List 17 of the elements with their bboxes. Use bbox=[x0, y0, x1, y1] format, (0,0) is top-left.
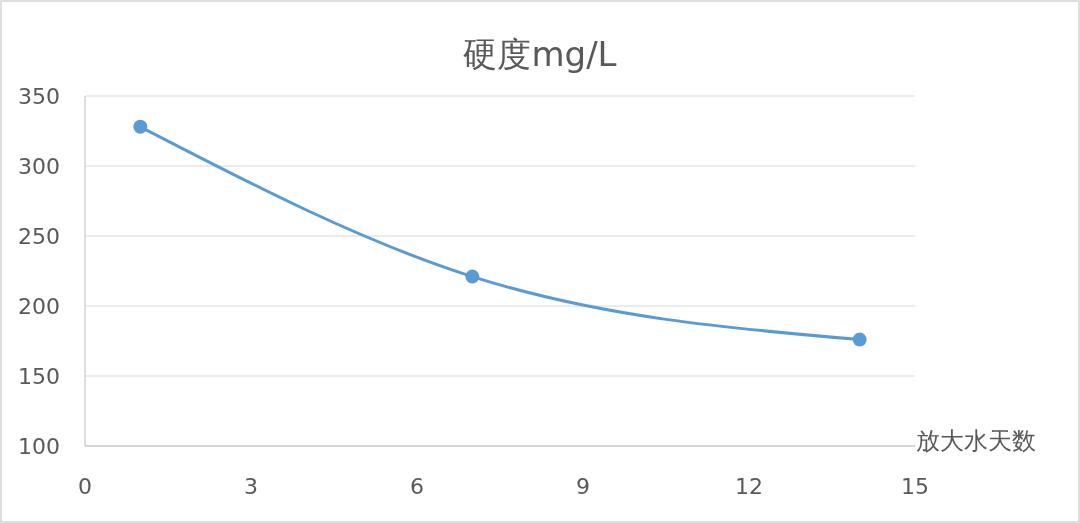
y-tick-label: 250 bbox=[18, 223, 60, 249]
x-tick-label: 6 bbox=[410, 474, 424, 499]
x-tick-label: 3 bbox=[244, 474, 258, 499]
y-tick-label: 200 bbox=[18, 293, 60, 319]
point bbox=[133, 119, 148, 134]
y-tick-label: 100 bbox=[18, 433, 60, 459]
y-tick-label: 150 bbox=[18, 363, 60, 389]
x-axis-title: 放大水天数 bbox=[916, 427, 1036, 455]
x-tick-label: 15 bbox=[901, 474, 929, 499]
y-tick-label: 300 bbox=[18, 153, 60, 179]
y-tick-label: 350 bbox=[18, 83, 60, 109]
chart-title: 硬度mg/L bbox=[463, 34, 617, 74]
point bbox=[852, 332, 867, 347]
x-tick-label: 0 bbox=[78, 474, 92, 499]
x-tick-label: 12 bbox=[735, 474, 763, 499]
x-tick-label: 9 bbox=[576, 474, 590, 499]
point bbox=[465, 269, 480, 284]
